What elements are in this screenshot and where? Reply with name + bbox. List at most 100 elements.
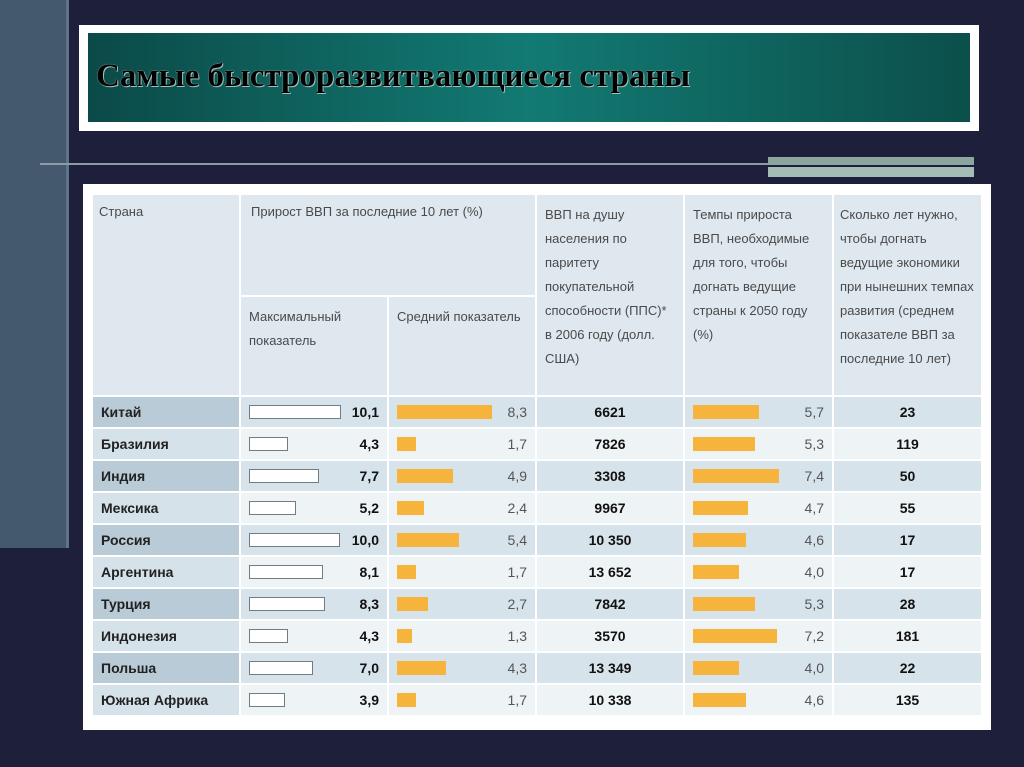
gdp-ppp-value: 7826 [535, 427, 684, 460]
years-value: 23 [832, 395, 981, 428]
gdp-ppp-value: 3308 [535, 459, 684, 492]
avg-cell: 1,7 [387, 427, 536, 460]
needed-bar [693, 597, 755, 611]
needed-cell: 7,2 [683, 619, 833, 652]
needed-value: 5,3 [804, 436, 824, 452]
needed-cell: 5,7 [683, 395, 833, 428]
years-value: 135 [832, 683, 981, 715]
years-value: 17 [832, 555, 981, 588]
avg-value: 4,3 [507, 660, 527, 676]
needed-bar [693, 501, 748, 515]
header-gdp-growth: Прирост ВВП за последние 10 лет (%) [239, 195, 536, 296]
header-max: Максимальный показатель [239, 295, 388, 396]
max-bar [249, 693, 285, 707]
header-gdp-growth-label: Прирост ВВП за последние 10 лет (%) [251, 204, 483, 219]
years-value: 119 [832, 427, 981, 460]
needed-cell: 4,7 [683, 491, 833, 524]
table-row: Мексика 5,2 2,4 9967 4,7 55 [93, 491, 981, 524]
header-avg-label: Средний показатель [397, 309, 521, 324]
country-name: Индонезия [93, 619, 240, 652]
needed-bar [693, 661, 739, 675]
needed-value: 7,2 [804, 628, 824, 644]
country-name: Бразилия [93, 427, 240, 460]
needed-bar [693, 469, 779, 483]
max-bar [249, 533, 340, 547]
avg-cell: 5,4 [387, 523, 536, 556]
max-value: 4,3 [359, 436, 379, 452]
slide-title: Самые быстроразвитвающиеся страны [96, 58, 691, 94]
max-value: 5,2 [359, 500, 379, 516]
table-row: Польша 7,0 4,3 13 349 4,0 22 [93, 651, 981, 684]
avg-value: 4,9 [507, 468, 527, 484]
needed-bar [693, 693, 746, 707]
avg-bar [397, 437, 416, 451]
needed-value: 7,4 [804, 468, 824, 484]
avg-cell: 2,4 [387, 491, 536, 524]
avg-cell: 1,7 [387, 555, 536, 588]
table-row: Индонезия 4,3 1,3 3570 7,2 181 [93, 619, 981, 652]
max-cell: 4,3 [239, 427, 388, 460]
max-cell: 10,1 [239, 395, 388, 428]
years-value: 50 [832, 459, 981, 492]
avg-cell: 4,9 [387, 459, 536, 492]
header-gdp-ppp: ВВП на душу населения по паритету покупа… [535, 195, 684, 396]
needed-value: 4,0 [804, 660, 824, 676]
max-bar [249, 501, 296, 515]
max-value: 8,3 [359, 596, 379, 612]
title-banner [88, 33, 970, 122]
max-bar [249, 437, 288, 451]
avg-bar [397, 405, 492, 419]
years-value: 28 [832, 587, 981, 620]
max-cell: 5,2 [239, 491, 388, 524]
countries-table: Страна Прирост ВВП за последние 10 лет (… [93, 195, 981, 715]
country-name: Польша [93, 651, 240, 684]
max-value: 4,3 [359, 628, 379, 644]
avg-bar [397, 693, 416, 707]
avg-bar [397, 661, 446, 675]
accent-bar-top [768, 157, 974, 165]
gdp-ppp-value: 13 652 [535, 555, 684, 588]
needed-value: 4,6 [804, 532, 824, 548]
max-value: 8,1 [359, 564, 379, 580]
table-row: Индия 7,7 4,9 3308 7,4 50 [93, 459, 981, 492]
max-cell: 7,0 [239, 651, 388, 684]
years-value: 22 [832, 651, 981, 684]
max-value: 10,1 [351, 404, 379, 420]
max-cell: 8,3 [239, 587, 388, 620]
max-bar [249, 661, 313, 675]
gdp-ppp-value: 10 338 [535, 683, 684, 715]
needed-value: 4,0 [804, 564, 824, 580]
avg-value: 1,3 [507, 628, 527, 644]
needed-bar [693, 533, 746, 547]
gdp-ppp-value: 10 350 [535, 523, 684, 556]
header-years-label: Сколько лет нужно, чтобы догнать ведущие… [840, 207, 974, 366]
table-row: Турция 8,3 2,7 7842 5,3 28 [93, 587, 981, 620]
max-value: 7,0 [359, 660, 379, 676]
country-name: Турция [93, 587, 240, 620]
table-row: Россия 10,0 5,4 10 350 4,6 17 [93, 523, 981, 556]
avg-bar [397, 533, 459, 547]
max-cell: 8,1 [239, 555, 388, 588]
max-value: 10,0 [351, 532, 379, 548]
gdp-ppp-value: 7842 [535, 587, 684, 620]
max-bar [249, 629, 288, 643]
avg-bar [397, 501, 424, 515]
needed-cell: 5,3 [683, 587, 833, 620]
avg-value: 8,3 [507, 404, 527, 420]
needed-bar [693, 629, 777, 643]
max-cell: 10,0 [239, 523, 388, 556]
header-needed-label: Темпы прироста ВВП, необходимые для того… [693, 207, 810, 342]
left-decor-edge [66, 0, 69, 548]
needed-value: 4,6 [804, 692, 824, 708]
header-avg: Средний показатель [387, 295, 536, 396]
table-body: Китай 10,1 8,3 6621 5,7 23 Бразилия 4,3 1,7 7826 5… [93, 395, 981, 715]
needed-cell: 4,0 [683, 651, 833, 684]
max-value: 7,7 [359, 468, 379, 484]
header-needed-growth: Темпы прироста ВВП, необходимые для того… [683, 195, 833, 396]
max-cell: 3,9 [239, 683, 388, 715]
avg-cell: 1,7 [387, 683, 536, 715]
needed-cell: 4,0 [683, 555, 833, 588]
avg-value: 2,7 [507, 596, 527, 612]
needed-bar [693, 565, 739, 579]
header-country-label: Страна [99, 204, 144, 219]
